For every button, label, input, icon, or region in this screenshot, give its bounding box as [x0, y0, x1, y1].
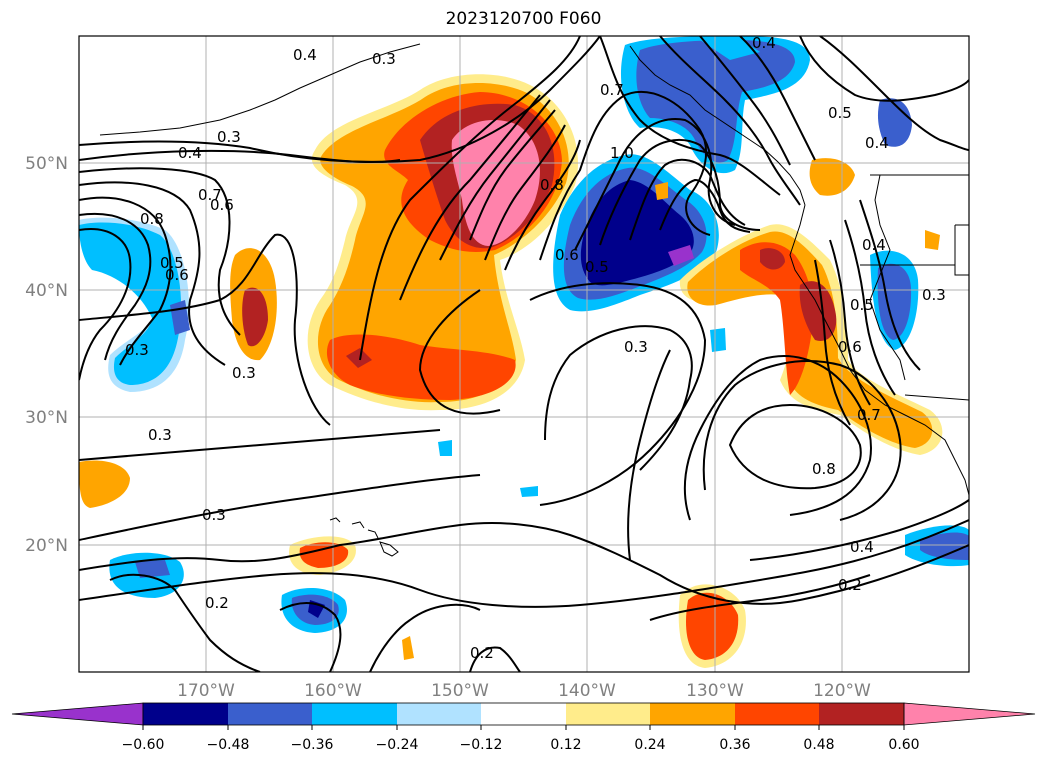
contour-label: 0.3: [148, 426, 172, 444]
colorbar-extend-low: [11, 702, 144, 726]
contour-label: 0.2: [205, 594, 229, 612]
contour-labels: 0.4 0.3 0.3 0.4 0.7 0.6 0.8 0.7 0.6 0.5 …: [125, 34, 946, 662]
contour-label: 0.7: [600, 81, 624, 99]
contour-label: 0.4: [293, 46, 317, 64]
contour-label: 0.6: [838, 338, 862, 356]
contour-label: 0.3: [232, 364, 256, 382]
lat-tick-labels: 50°N 40°N 30°N 20°N: [25, 154, 68, 556]
coastlines: [99, 43, 969, 557]
colorbar-segment: [650, 703, 735, 725]
contour-label: 0.6: [165, 266, 189, 284]
alaska-coast: [629, 45, 806, 206]
contour-label: 1.0: [610, 144, 634, 162]
contour-label: 0.8: [812, 460, 836, 478]
contour-0.4-south: [79, 519, 969, 608]
lat-tick-label: 20°N: [25, 536, 68, 556]
contour-label: 0.4: [850, 538, 874, 556]
contour-label: 0.6: [555, 246, 579, 264]
contour-label: 0.2: [470, 644, 494, 662]
anomaly-fill: [79, 36, 969, 668]
contour-trough-west: [359, 36, 581, 361]
colorbar-segment: [735, 703, 819, 725]
colorbar-label: 0.48: [803, 737, 834, 753]
lon-tick-label: 130°W: [686, 681, 744, 701]
colorbar-segment: [566, 703, 650, 725]
contour-lines: [79, 36, 969, 672]
colorbar: −0.60 −0.48 −0.36 −0.24 −0.12 0.12 0.24 …: [11, 702, 1036, 753]
gridlines: [79, 36, 969, 672]
contour-low-offshore: [529, 282, 707, 506]
lat-tick-label: 40°N: [25, 281, 68, 301]
colorbar-label: −0.24: [376, 737, 419, 753]
contour-label: 0.3: [372, 50, 396, 68]
contour-label: 0.8: [540, 176, 564, 194]
colorbar-outline: [142, 702, 905, 726]
contour-label: 0.5: [850, 296, 874, 314]
contour-0.2-south: [79, 522, 969, 605]
hawaii-islands: [329, 517, 399, 557]
colorbar-segment: [228, 703, 312, 725]
colorbar-segment: [819, 703, 904, 725]
north-america-coast: [789, 204, 969, 496]
colorbar-label: 0.36: [719, 737, 750, 753]
contour-ridge-center: [539, 90, 711, 261]
colorbar-segment: [481, 703, 566, 725]
map-title: 2023120700 F060: [445, 9, 602, 29]
map-frame: [78, 35, 970, 673]
map-area: 0.4 0.3 0.3 0.4 0.7 0.6 0.8 0.7 0.6 0.5 …: [79, 34, 969, 672]
lon-tick-label: 150°W: [431, 681, 489, 701]
colorbar-label: −0.48: [207, 737, 250, 753]
lon-tick-label: 170°W: [177, 681, 235, 701]
contour-label: 0.5: [160, 254, 184, 272]
contour-label: 0.3: [202, 506, 226, 524]
colorbar-ticks: [142, 725, 905, 730]
contour-label: 0.4: [865, 134, 889, 152]
contour-label: 0.3: [125, 341, 149, 359]
colorbar-extend-high: [903, 702, 1036, 726]
contour-label: 0.8: [140, 210, 164, 228]
contour-label: 0.4: [862, 236, 886, 254]
contour-label: 0.5: [585, 258, 609, 276]
contour-label: 0.3: [217, 128, 241, 146]
lat-tick-label: 30°N: [25, 408, 68, 428]
lat-tick-label: 50°N: [25, 154, 68, 174]
colorbar-label: 0.60: [888, 737, 919, 753]
lon-tick-label: 140°W: [558, 681, 616, 701]
lon-tick-labels: 170°W 160°W 150°W 140°W 130°W 120°W: [177, 681, 871, 701]
contour-label: 0.7: [857, 406, 881, 424]
contour-label: 0.4: [752, 34, 776, 52]
contour-label: 0.3: [624, 338, 648, 356]
colorbar-label: −0.12: [460, 737, 503, 753]
contour-label: 0.5: [828, 104, 852, 122]
colorbar-segment: [397, 703, 481, 725]
contour-label: 0.4: [178, 144, 202, 162]
colorbar-label: −0.36: [291, 737, 334, 753]
colorbar-label: 0.12: [550, 737, 581, 753]
contour-label: 0.3: [922, 286, 946, 304]
colorbar-segment: [143, 703, 228, 725]
contour-label: 0.7: [198, 186, 222, 204]
lon-tick-label: 160°W: [304, 681, 362, 701]
colorbar-segment: [312, 703, 397, 725]
contour-label: 0.6: [210, 196, 234, 214]
contour-label: 0.2: [838, 576, 862, 594]
lon-tick-label: 120°W: [813, 681, 871, 701]
colorbar-label: −0.60: [122, 737, 165, 753]
colorbar-label: 0.24: [634, 737, 665, 753]
